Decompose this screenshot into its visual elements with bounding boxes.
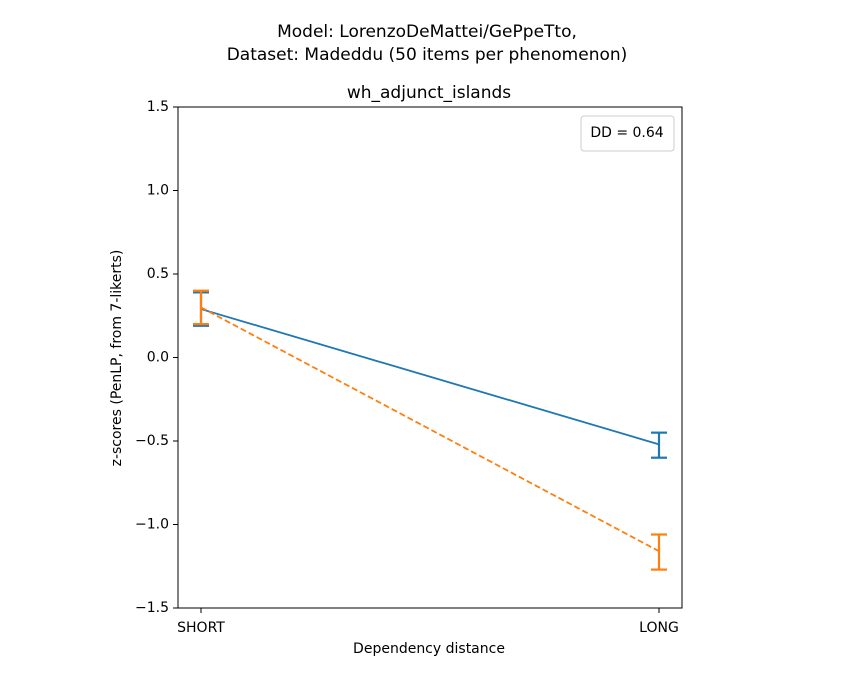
x-axis: SHORT LONG <box>177 608 679 636</box>
series-2-line <box>200 306 660 553</box>
figure-title-line-1: Model: LorenzoDeMattei/GePpeTto, <box>277 22 577 42</box>
y-tick-label: −0.5 <box>135 433 169 449</box>
x-axis-label: Dependency distance <box>353 641 505 657</box>
series-1-line <box>200 308 660 446</box>
annotation-text: DD = 0.64 <box>590 125 663 141</box>
y-axis-label: z-scores (PenLP, from 7-likerts) <box>109 250 125 467</box>
y-axis: −1.5 −1.0 −0.5 0.0 0.5 1.0 1.5 <box>135 99 178 616</box>
y-tick-label: 0.5 <box>147 266 169 282</box>
y-tick-label: −1.0 <box>135 517 169 533</box>
y-tick-label: 1.0 <box>147 183 169 199</box>
y-tick-label: −1.5 <box>135 600 169 616</box>
chart-title: wh_adjunct_islands <box>347 83 511 103</box>
x-tick-label: SHORT <box>177 620 225 636</box>
figure-title-line-2: Dataset: Madeddu (50 items per phenomeno… <box>227 45 628 65</box>
y-tick-label: 0.0 <box>147 350 169 366</box>
y-tick-label: 1.5 <box>147 99 169 115</box>
series-layer <box>193 289 667 571</box>
dd-annotation-box: DD = 0.64 <box>580 115 675 152</box>
annotation-frame <box>580 115 675 152</box>
plot-area-frame <box>177 106 683 609</box>
x-tick-label: LONG <box>639 620 679 636</box>
